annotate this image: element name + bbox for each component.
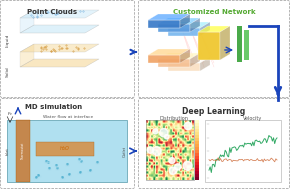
Polygon shape (158, 59, 190, 67)
FancyBboxPatch shape (195, 147, 199, 150)
FancyBboxPatch shape (195, 174, 199, 177)
FancyBboxPatch shape (195, 168, 199, 171)
Polygon shape (200, 57, 210, 71)
Circle shape (175, 164, 181, 170)
Circle shape (183, 161, 192, 170)
Polygon shape (20, 10, 34, 33)
FancyBboxPatch shape (139, 1, 289, 98)
FancyBboxPatch shape (195, 171, 199, 174)
FancyBboxPatch shape (244, 30, 249, 60)
Polygon shape (200, 22, 210, 36)
Circle shape (153, 129, 158, 134)
FancyBboxPatch shape (195, 132, 199, 135)
Circle shape (147, 147, 154, 153)
Polygon shape (168, 28, 200, 36)
FancyBboxPatch shape (195, 120, 199, 123)
FancyBboxPatch shape (205, 120, 281, 182)
Text: Point Clouds: Point Clouds (27, 9, 77, 15)
Text: $H_2O$: $H_2O$ (59, 145, 71, 153)
Circle shape (164, 135, 169, 139)
Polygon shape (168, 22, 210, 28)
FancyBboxPatch shape (7, 120, 127, 182)
Text: $F_e$: $F_e$ (7, 110, 13, 118)
FancyBboxPatch shape (195, 141, 199, 144)
Text: Outlet: Outlet (123, 146, 127, 156)
Polygon shape (20, 59, 99, 67)
FancyBboxPatch shape (237, 26, 242, 62)
FancyBboxPatch shape (195, 144, 199, 147)
Polygon shape (148, 49, 190, 55)
FancyBboxPatch shape (195, 129, 199, 132)
Polygon shape (168, 57, 210, 63)
FancyBboxPatch shape (16, 120, 30, 182)
Text: Inlet: Inlet (6, 147, 10, 155)
FancyBboxPatch shape (195, 162, 199, 165)
FancyBboxPatch shape (195, 126, 199, 129)
Polygon shape (158, 24, 190, 32)
FancyBboxPatch shape (1, 98, 135, 188)
Text: Velocity: Velocity (243, 116, 263, 121)
Text: Customized Network: Customized Network (173, 9, 255, 15)
Polygon shape (180, 49, 190, 63)
Polygon shape (20, 25, 99, 33)
FancyBboxPatch shape (195, 135, 199, 138)
Text: Thermostat: Thermostat (21, 142, 25, 160)
Text: Distribution: Distribution (160, 116, 188, 121)
Text: Liquid: Liquid (6, 33, 10, 47)
Circle shape (160, 129, 168, 137)
FancyBboxPatch shape (195, 138, 199, 141)
Circle shape (169, 167, 177, 174)
FancyBboxPatch shape (195, 165, 199, 168)
Polygon shape (148, 20, 180, 28)
FancyBboxPatch shape (195, 177, 199, 180)
FancyBboxPatch shape (139, 98, 289, 188)
Polygon shape (20, 44, 34, 67)
FancyBboxPatch shape (195, 150, 199, 153)
Circle shape (169, 158, 175, 163)
FancyBboxPatch shape (36, 142, 94, 156)
Polygon shape (198, 32, 220, 60)
FancyBboxPatch shape (195, 159, 199, 162)
Text: MD simulation: MD simulation (25, 104, 82, 110)
Polygon shape (148, 55, 180, 63)
Polygon shape (158, 53, 200, 59)
Polygon shape (220, 26, 230, 60)
Text: Water flow at interface: Water flow at interface (43, 115, 93, 119)
Polygon shape (148, 14, 190, 20)
FancyBboxPatch shape (1, 1, 135, 98)
Text: Deep Learning: Deep Learning (182, 107, 246, 116)
FancyBboxPatch shape (195, 123, 199, 126)
Polygon shape (20, 44, 99, 52)
FancyBboxPatch shape (195, 156, 199, 159)
Circle shape (184, 122, 192, 130)
Polygon shape (20, 10, 99, 18)
Circle shape (153, 147, 161, 156)
Polygon shape (180, 14, 190, 28)
Polygon shape (190, 18, 200, 32)
Polygon shape (168, 63, 200, 71)
Polygon shape (158, 18, 200, 24)
Text: Solid: Solid (6, 67, 10, 77)
FancyBboxPatch shape (195, 153, 199, 156)
Polygon shape (198, 26, 230, 32)
Polygon shape (190, 53, 200, 67)
